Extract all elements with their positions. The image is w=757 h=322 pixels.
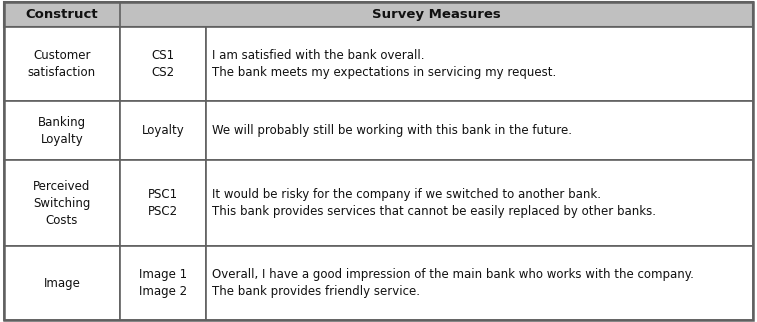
Bar — [206, 160, 753, 246]
Text: We will probably still be working with this bank in the future.: We will probably still be working with t… — [212, 124, 572, 137]
Text: Loyalty: Loyalty — [142, 124, 185, 137]
Text: Overall, I have a good impression of the main bank who works with the company.
T: Overall, I have a good impression of the… — [212, 268, 694, 298]
Bar — [4, 2, 753, 27]
Text: CS1
CS2: CS1 CS2 — [151, 49, 175, 79]
Bar — [4, 246, 120, 320]
Text: It would be risky for the company if we switched to another bank.
This bank prov: It would be risky for the company if we … — [212, 188, 656, 218]
Text: Survey Measures: Survey Measures — [372, 8, 501, 21]
Text: Image 1
Image 2: Image 1 Image 2 — [139, 268, 187, 298]
Bar — [120, 160, 206, 246]
Text: Construct: Construct — [26, 8, 98, 21]
Text: Image: Image — [43, 277, 80, 290]
Text: Perceived
Switching
Costs: Perceived Switching Costs — [33, 180, 91, 227]
Bar — [120, 101, 206, 160]
Text: PSC1
PSC2: PSC1 PSC2 — [148, 188, 178, 218]
Text: Banking
Loyalty: Banking Loyalty — [38, 116, 86, 146]
Bar — [206, 27, 753, 101]
Text: I am satisfied with the bank overall.
The bank meets my expectations in servicin: I am satisfied with the bank overall. Th… — [212, 49, 556, 79]
Bar — [4, 27, 120, 101]
Text: Customer
satisfaction: Customer satisfaction — [28, 49, 96, 79]
Bar — [4, 160, 120, 246]
Bar — [4, 101, 120, 160]
Bar — [206, 101, 753, 160]
Bar — [120, 246, 206, 320]
Bar — [206, 246, 753, 320]
Bar — [120, 27, 206, 101]
Bar — [4, 2, 753, 27]
